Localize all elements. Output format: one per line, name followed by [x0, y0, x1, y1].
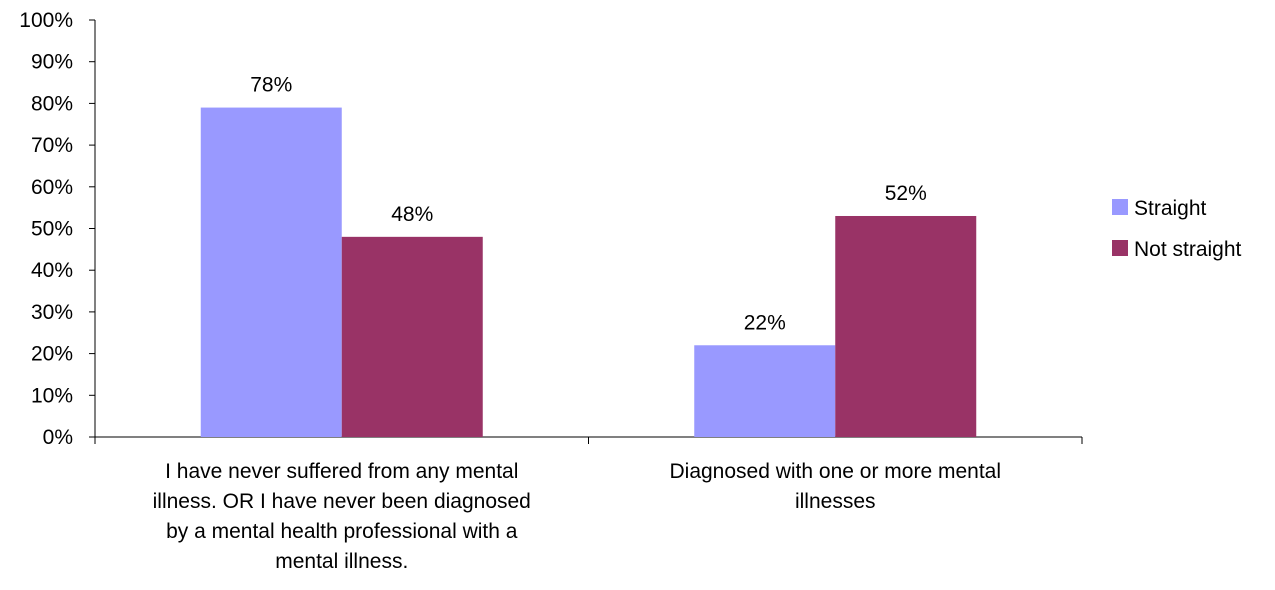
- y-tick-label: 10%: [31, 384, 73, 407]
- y-tick-label: 0%: [43, 426, 73, 449]
- bar-value-label: 48%: [391, 203, 433, 226]
- y-tick-label: 50%: [31, 218, 73, 241]
- bar: [694, 345, 836, 437]
- bar-value-label: 22%: [744, 311, 786, 334]
- bar-value-label: 78%: [250, 74, 292, 97]
- y-tick-label: 90%: [31, 51, 73, 74]
- y-tick-label: 30%: [31, 301, 73, 324]
- x-category-label: Diagnosed with one or more mental illness…: [585, 457, 1085, 517]
- y-tick-label: 40%: [31, 259, 73, 282]
- x-category-label-line: by a mental health professional with a: [166, 520, 518, 543]
- x-category-label-line: illnesses: [794, 490, 876, 513]
- y-tick-label: 100%: [19, 9, 73, 32]
- bar: [200, 107, 342, 437]
- bar-value-label: 52%: [885, 182, 927, 205]
- legend-swatch: [1112, 199, 1128, 215]
- legend-label: Straight: [1134, 197, 1207, 220]
- x-category-label-line: illness. OR I have never been diagnosed: [152, 490, 531, 513]
- x-category-label: I have never suffered from any mental ill…: [92, 457, 592, 577]
- x-category-label-line: Diagnosed with one or more mental: [669, 460, 1001, 483]
- bar: [835, 215, 977, 437]
- y-tick-label: 20%: [31, 343, 73, 366]
- legend-label: Not straight: [1134, 238, 1242, 261]
- y-tick-label: 60%: [31, 176, 73, 199]
- legend-swatch: [1112, 240, 1128, 256]
- y-tick-label: 70%: [31, 134, 73, 157]
- x-category-label-line: mental illness.: [275, 550, 409, 573]
- chart-bars: [200, 107, 977, 437]
- chart-data-labels: 78% 48% 22% 52%: [250, 74, 927, 335]
- y-tick-label: 80%: [31, 92, 73, 115]
- x-category-label-line: I have never suffered from any mental: [165, 460, 519, 483]
- bar: [341, 236, 483, 437]
- chart-legend: Straight Not straight: [1112, 197, 1242, 261]
